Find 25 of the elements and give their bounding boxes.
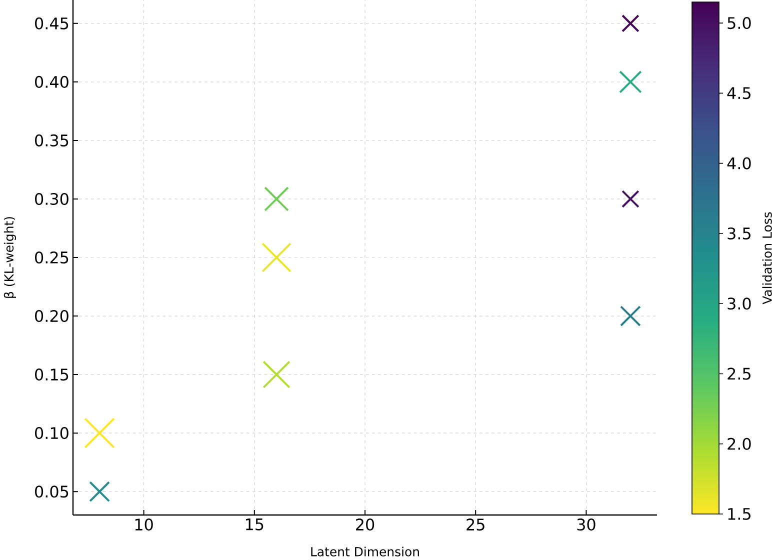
color-bar-label: 1.5 bbox=[728, 508, 750, 520]
y-tick-label: 0.40 bbox=[35, 76, 68, 88]
color-bar-label: 2.0 bbox=[728, 438, 751, 450]
y-tick-label: 0.10 bbox=[35, 427, 68, 440]
color-bar-label: 4.0 bbox=[727, 157, 751, 170]
x-tick-label: 10 bbox=[135, 518, 153, 531]
color-bar-label: 2.5 bbox=[728, 368, 750, 380]
color-bar-label: 4.5 bbox=[727, 87, 750, 100]
x-tick-label: 25 bbox=[466, 518, 484, 531]
color-bar-title: Validation Loss bbox=[762, 212, 772, 304]
x-tick-label: 30 bbox=[577, 518, 596, 531]
y-tick-label: 0.20 bbox=[35, 310, 68, 322]
x-tick-label: 15 bbox=[246, 518, 264, 530]
color-bar-label: 3.0 bbox=[728, 298, 751, 310]
y-tick-label: 0.25 bbox=[35, 251, 68, 264]
y-tick-label: 0.45 bbox=[35, 17, 68, 30]
y-tick-label: 0.05 bbox=[35, 486, 68, 498]
y-tick-label: 0.15 bbox=[35, 368, 68, 381]
color-bar-label: 3.5 bbox=[728, 227, 750, 240]
color-bar-label: 5.0 bbox=[728, 17, 751, 30]
x-tick-label: 20 bbox=[356, 518, 374, 531]
y-axis-title: β (KL-weight) bbox=[4, 217, 16, 298]
x-axis-title: Latent Dimension bbox=[311, 546, 419, 556]
y-tick-label: 0.35 bbox=[35, 134, 68, 146]
y-tick-label: 0.30 bbox=[35, 192, 68, 205]
